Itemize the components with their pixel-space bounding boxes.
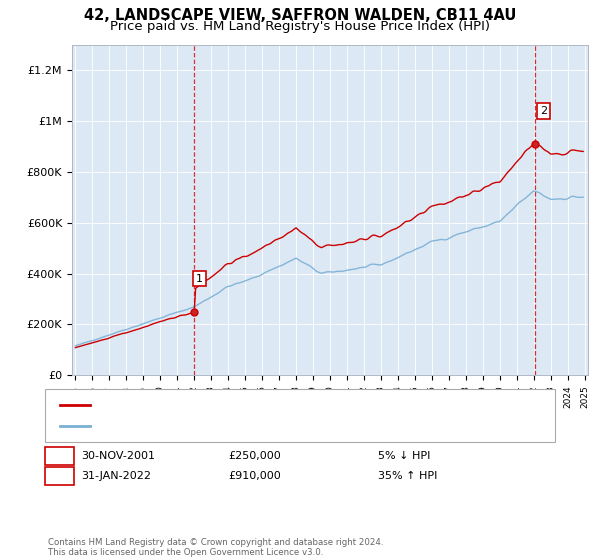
Text: 35% ↑ HPI: 35% ↑ HPI [378, 471, 437, 481]
Text: Contains HM Land Registry data © Crown copyright and database right 2024.
This d: Contains HM Land Registry data © Crown c… [48, 538, 383, 557]
Text: 42, LANDSCAPE VIEW, SAFFRON WALDEN, CB11 4AU: 42, LANDSCAPE VIEW, SAFFRON WALDEN, CB11… [84, 8, 516, 24]
Text: 2: 2 [540, 106, 547, 116]
Text: £250,000: £250,000 [228, 451, 281, 461]
Text: Price paid vs. HM Land Registry's House Price Index (HPI): Price paid vs. HM Land Registry's House … [110, 20, 490, 32]
Text: 1: 1 [196, 274, 203, 283]
Text: 42, LANDSCAPE VIEW, SAFFRON WALDEN, CB11 4AU (detached house): 42, LANDSCAPE VIEW, SAFFRON WALDEN, CB11… [96, 400, 466, 410]
Text: 2: 2 [56, 471, 63, 481]
Text: £910,000: £910,000 [228, 471, 281, 481]
Text: HPI: Average price, detached house, Uttlesford: HPI: Average price, detached house, Uttl… [96, 421, 341, 431]
Text: 31-JAN-2022: 31-JAN-2022 [81, 471, 151, 481]
Text: 30-NOV-2001: 30-NOV-2001 [81, 451, 155, 461]
Text: 5% ↓ HPI: 5% ↓ HPI [378, 451, 430, 461]
Text: 1: 1 [56, 451, 63, 461]
